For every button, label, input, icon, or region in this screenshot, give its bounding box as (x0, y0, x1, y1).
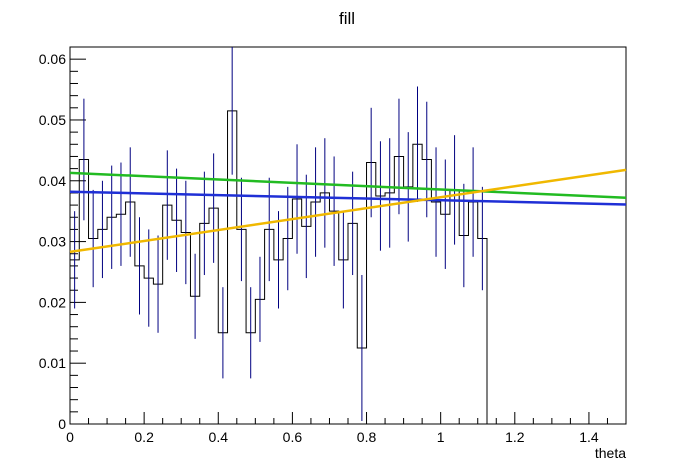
y-axis: 0 0.01 0.02 0.03 0.04 0.05 0.06 (39, 46, 86, 432)
histogram-outline (69, 110, 497, 425)
x-axis-label: theta (595, 445, 626, 461)
fit-line (69, 171, 627, 200)
y-tick-label: 0.06 (39, 51, 66, 67)
x-tick-label: 0.2 (134, 429, 154, 445)
x-axis: 0 0.2 0.4 0.6 0.8 1 1.2 1.4 (66, 412, 627, 445)
y-tick-label: 0.03 (39, 234, 66, 250)
fit-line (69, 190, 627, 206)
fit-lines (69, 168, 627, 254)
x-tick-label: 0.8 (357, 429, 377, 445)
y-tick-label: 0.05 (39, 112, 66, 128)
x-tick-label: 0.6 (283, 429, 303, 445)
fit-line (69, 168, 627, 254)
x-tick-label: 1.4 (579, 429, 599, 445)
y-tick-label: 0 (58, 416, 66, 432)
histogram-series (69, 47, 497, 425)
y-tick-label: 0.02 (39, 294, 66, 310)
x-tick-label: 0.4 (209, 429, 229, 445)
x-tick-label: 0 (66, 429, 74, 445)
x-tick-label: 1.2 (505, 429, 525, 445)
y-tick-label: 0.01 (39, 355, 66, 371)
x-tick-label: 1 (437, 429, 445, 445)
chart-title: fill (339, 9, 355, 28)
y-tick-label: 0.04 (39, 173, 66, 189)
